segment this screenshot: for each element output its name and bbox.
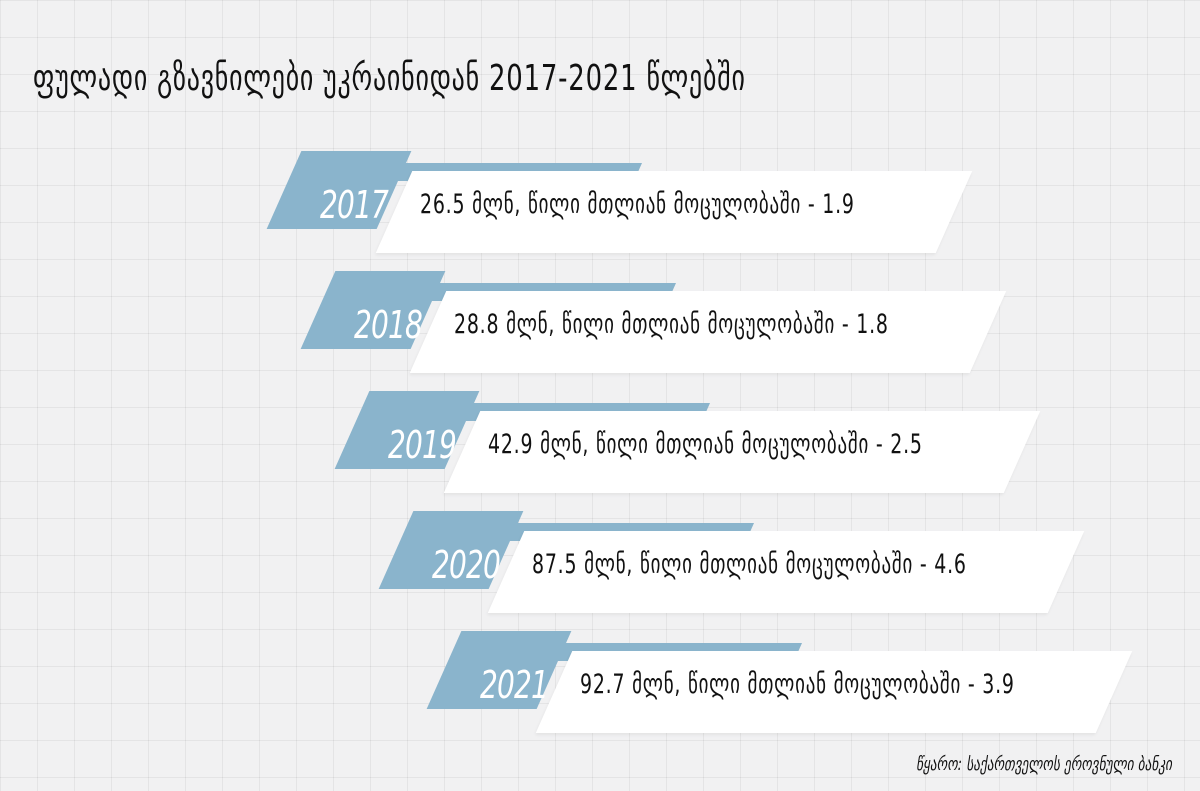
remittance-text: 92.7 მლნ, წილი მთლიან მოცულობაში - 3.9 bbox=[580, 669, 1015, 700]
remittance-text: 42.9 მლნ, წილი მთლიან მოცულობაში - 2.5 bbox=[488, 429, 923, 460]
list-item: 2020 87.5 მლნ, წილი მთლიან მოცულობაში - … bbox=[376, 511, 1136, 633]
source-caption: წყარო: საქართველოს ეროვნული ბანკი bbox=[916, 754, 1172, 775]
list-item: 2021 92.7 მლნ, წილი მთლიან მოცულობაში - … bbox=[424, 631, 1184, 753]
remittance-text: 28.8 მლნ, წილი მთლიან მოცულობაში - 1.8 bbox=[454, 309, 889, 340]
list-item: 2017 26.5 მლნ, წილი მთლიან მოცულობაში - … bbox=[264, 151, 1024, 273]
list-item: 2018 28.8 მლნ, წილი მთლიან მოცულობაში - … bbox=[298, 271, 1058, 393]
remittance-text: 87.5 მლნ, წილი მთლიან მოცულობაში - 4.6 bbox=[532, 549, 967, 580]
remittance-text: 26.5 მლნ, წილი მთლიან მოცულობაში - 1.9 bbox=[420, 189, 855, 220]
year-label: 2019 bbox=[388, 423, 457, 467]
page-title: ფულადი გზავნილები უკრაინიდან 2017-2021 წ… bbox=[33, 58, 746, 99]
year-label: 2020 bbox=[432, 543, 501, 587]
list-item: 2019 42.9 მლნ, წილი მთლიან მოცულობაში - … bbox=[332, 391, 1092, 513]
year-label: 2018 bbox=[354, 303, 423, 347]
year-label: 2021 bbox=[480, 663, 549, 707]
year-label: 2017 bbox=[320, 183, 389, 227]
